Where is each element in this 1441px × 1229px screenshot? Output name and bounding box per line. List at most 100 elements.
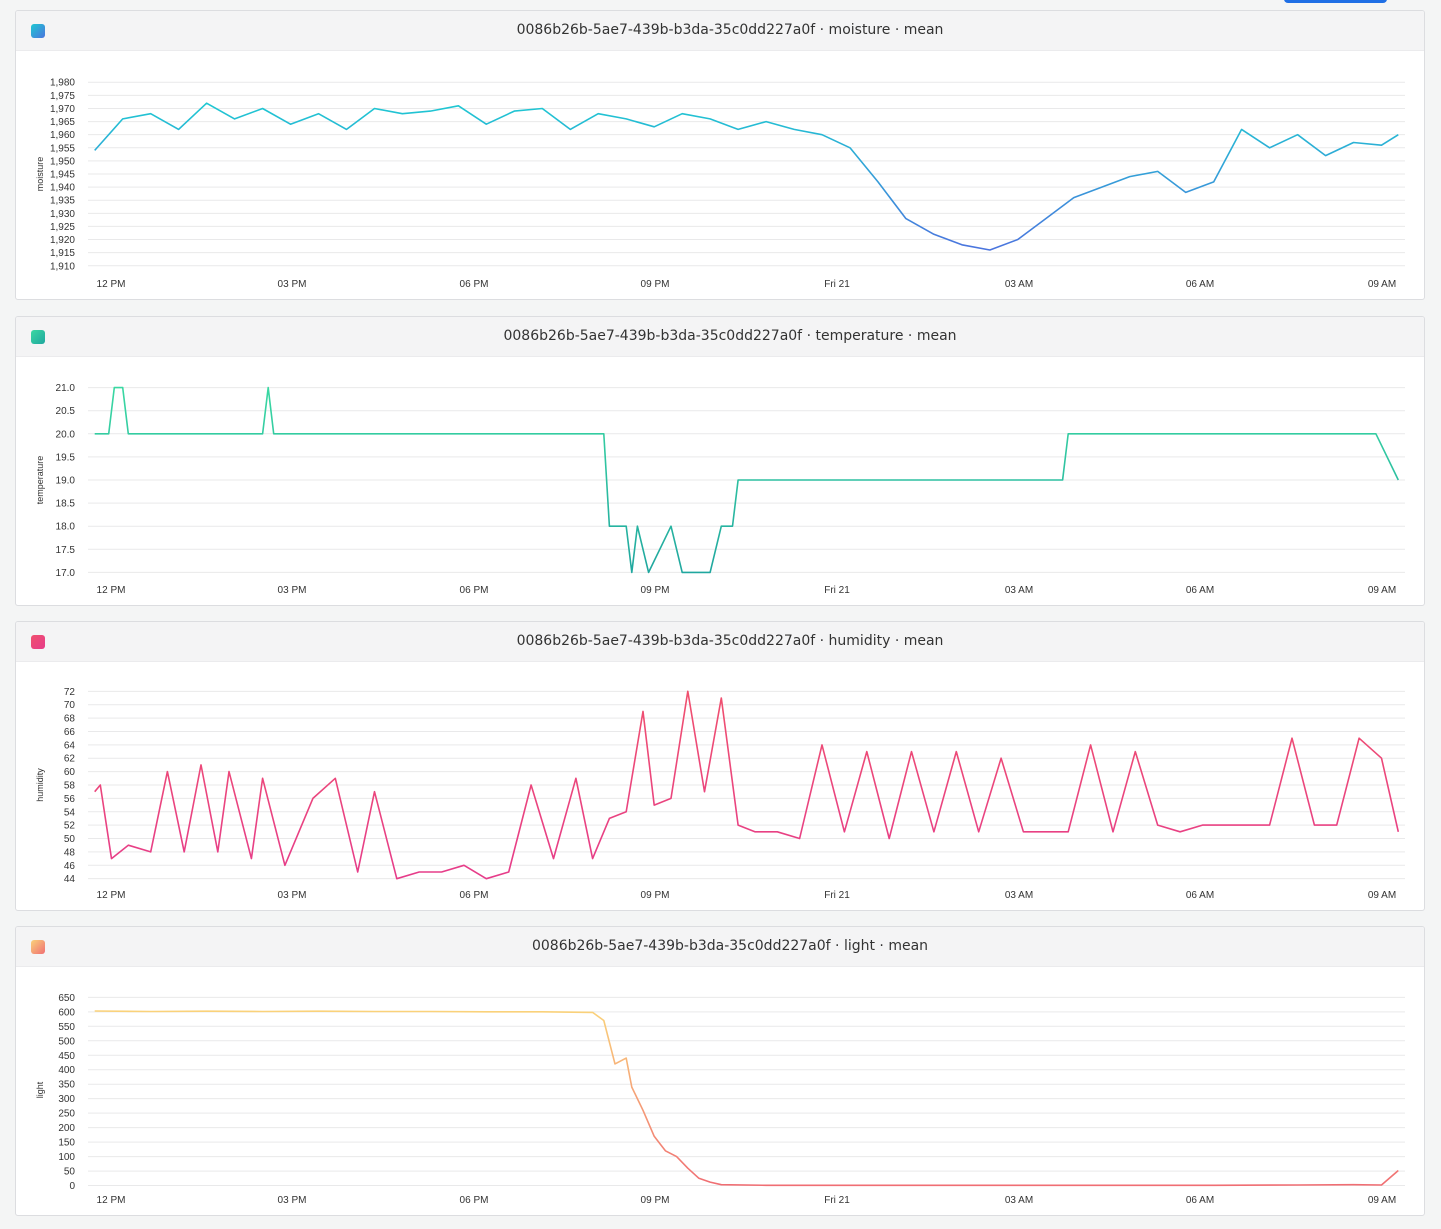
y-tick-label: 250 bbox=[58, 1109, 75, 1120]
y-tick-label: 64 bbox=[64, 740, 76, 751]
x-tick-label: 03 AM bbox=[1005, 585, 1033, 596]
y-tick-label: 1,915 bbox=[50, 248, 75, 259]
x-tick-label: 03 PM bbox=[278, 1195, 307, 1206]
y-tick-label: 600 bbox=[58, 1007, 75, 1018]
chart-panel-humidity: 0086b26b-5ae7-439b-b3da-35c0dd227a0f · h… bbox=[15, 621, 1425, 911]
x-tick-label: 06 AM bbox=[1186, 585, 1214, 596]
panel-title: 0086b26b-5ae7-439b-b3da-35c0dd227a0f · h… bbox=[516, 633, 944, 649]
x-tick-label: 03 PM bbox=[278, 279, 307, 290]
y-tick-label: 18.5 bbox=[56, 499, 76, 510]
series-line bbox=[94, 102, 1399, 251]
top-action-button[interactable] bbox=[1284, 0, 1387, 3]
y-tick-label: 350 bbox=[58, 1080, 75, 1091]
x-tick-label: 09 PM bbox=[641, 585, 670, 596]
x-tick-label: 09 PM bbox=[641, 890, 670, 901]
series-line bbox=[94, 690, 1400, 880]
panel-header: 0086b26b-5ae7-439b-b3da-35c0dd227a0f · m… bbox=[16, 11, 1424, 51]
y-tick-label: 150 bbox=[58, 1138, 75, 1149]
x-tick-label: 12 PM bbox=[97, 1195, 126, 1206]
chart-svg: 44 46 48 50 52 54 56 58 60 62 64 66 68 70 72 humidity 12… bbox=[35, 687, 1405, 901]
chart-svg: 1,910 1,915 1,920 1,925 1,930 1,935 1,940 1,945… bbox=[35, 78, 1405, 290]
y-tick-label: 1,975 bbox=[50, 91, 75, 102]
chart-panel-temperature: 0086b26b-5ae7-439b-b3da-35c0dd227a0f · t… bbox=[15, 316, 1425, 606]
y-tick-label: 1,955 bbox=[50, 143, 75, 154]
x-tick-label: 06 AM bbox=[1186, 279, 1214, 290]
y-tick-label: 0 bbox=[69, 1181, 75, 1192]
y-tick-label: 21.0 bbox=[56, 383, 76, 394]
x-tick-label: 03 AM bbox=[1005, 279, 1033, 290]
y-tick-label: 100 bbox=[58, 1152, 75, 1163]
y-axis-label: moisture bbox=[35, 157, 45, 192]
panel-title: 0086b26b-5ae7-439b-b3da-35c0dd227a0f · m… bbox=[516, 22, 944, 38]
chart-panel-light: 0086b26b-5ae7-439b-b3da-35c0dd227a0f · l… bbox=[15, 926, 1425, 1216]
y-axis-label: temperature bbox=[35, 456, 45, 505]
y-tick-label: 18.0 bbox=[56, 522, 76, 533]
x-tick-label: 09 AM bbox=[1368, 279, 1396, 290]
y-tick-label: 58 bbox=[64, 781, 76, 792]
panel-header: 0086b26b-5ae7-439b-b3da-35c0dd227a0f · h… bbox=[16, 622, 1424, 662]
chart-svg: 0 50 100 150 200 250 300 350 400 450 500 550 600 650 l… bbox=[35, 993, 1405, 1206]
y-tick-label: 52 bbox=[64, 821, 76, 832]
y-tick-label: 1,965 bbox=[50, 117, 75, 128]
x-tick-label: 12 PM bbox=[97, 279, 126, 290]
x-tick-label: Fri 21 bbox=[824, 585, 850, 596]
series-line bbox=[94, 386, 1400, 574]
x-tick-label: 06 PM bbox=[460, 890, 489, 901]
y-tick-label: 650 bbox=[58, 993, 75, 1004]
x-tick-label: 03 PM bbox=[278, 585, 307, 596]
y-tick-label: 1,920 bbox=[50, 235, 75, 246]
y-tick-label: 1,980 bbox=[50, 78, 75, 89]
y-tick-label: 54 bbox=[64, 807, 76, 818]
x-tick-label: 06 PM bbox=[460, 1195, 489, 1206]
y-tick-label: 48 bbox=[64, 847, 76, 858]
chart-panel-moisture: 0086b26b-5ae7-439b-b3da-35c0dd227a0f · m… bbox=[15, 10, 1425, 300]
x-tick-label: 12 PM bbox=[97, 585, 126, 596]
y-tick-label: 50 bbox=[64, 1167, 76, 1178]
y-tick-label: 1,940 bbox=[50, 183, 75, 194]
x-tick-label: 03 PM bbox=[278, 890, 307, 901]
y-tick-label: 450 bbox=[58, 1051, 75, 1062]
y-axis-label: humidity bbox=[35, 768, 45, 802]
x-tick-label: 09 PM bbox=[641, 1195, 670, 1206]
series-line bbox=[94, 1010, 1399, 1187]
y-tick-label: 68 bbox=[64, 714, 76, 725]
panel-title: 0086b26b-5ae7-439b-b3da-35c0dd227a0f · t… bbox=[503, 328, 957, 344]
x-tick-label: 09 AM bbox=[1368, 1195, 1396, 1206]
x-tick-label: 06 PM bbox=[460, 585, 489, 596]
x-tick-label: 03 AM bbox=[1005, 1195, 1033, 1206]
y-tick-label: 62 bbox=[64, 754, 76, 765]
series-color-swatch bbox=[31, 330, 45, 344]
panel-header: 0086b26b-5ae7-439b-b3da-35c0dd227a0f · t… bbox=[16, 317, 1424, 357]
y-tick-label: 70 bbox=[64, 700, 76, 711]
x-tick-label: 09 PM bbox=[641, 279, 670, 290]
y-tick-label: 17.5 bbox=[56, 545, 76, 556]
x-tick-label: 12 PM bbox=[97, 890, 126, 901]
y-tick-label: 200 bbox=[58, 1123, 75, 1134]
panel-title: 0086b26b-5ae7-439b-b3da-35c0dd227a0f · l… bbox=[531, 938, 929, 954]
series-color-swatch bbox=[31, 635, 45, 649]
x-tick-label: Fri 21 bbox=[824, 890, 850, 901]
x-tick-label: 09 AM bbox=[1368, 585, 1396, 596]
series-color-swatch bbox=[31, 24, 45, 38]
x-tick-label: 06 AM bbox=[1186, 890, 1214, 901]
y-tick-label: 300 bbox=[58, 1094, 75, 1105]
y-tick-label: 19.5 bbox=[56, 452, 76, 463]
y-tick-label: 20.0 bbox=[56, 429, 76, 440]
y-tick-label: 550 bbox=[58, 1022, 75, 1033]
chart-svg: 17.0 17.5 18.0 18.5 19.0 19.5 20.0 20.5 21.0 temp… bbox=[35, 383, 1405, 596]
x-tick-label: 03 AM bbox=[1005, 890, 1033, 901]
x-tick-label: Fri 21 bbox=[824, 279, 850, 290]
y-tick-label: 1,970 bbox=[50, 104, 75, 115]
y-tick-label: 46 bbox=[64, 861, 76, 872]
y-tick-label: 17.0 bbox=[56, 568, 76, 579]
y-tick-label: 44 bbox=[64, 874, 76, 885]
y-axis-label: light bbox=[35, 1081, 45, 1098]
y-tick-label: 60 bbox=[64, 767, 76, 778]
series-color-swatch bbox=[31, 940, 45, 954]
x-tick-label: 09 AM bbox=[1368, 890, 1396, 901]
y-tick-label: 400 bbox=[58, 1065, 75, 1076]
x-tick-label: Fri 21 bbox=[824, 1195, 850, 1206]
y-tick-label: 56 bbox=[64, 794, 76, 805]
y-tick-label: 1,910 bbox=[50, 261, 75, 272]
x-tick-label: 06 AM bbox=[1186, 1195, 1214, 1206]
